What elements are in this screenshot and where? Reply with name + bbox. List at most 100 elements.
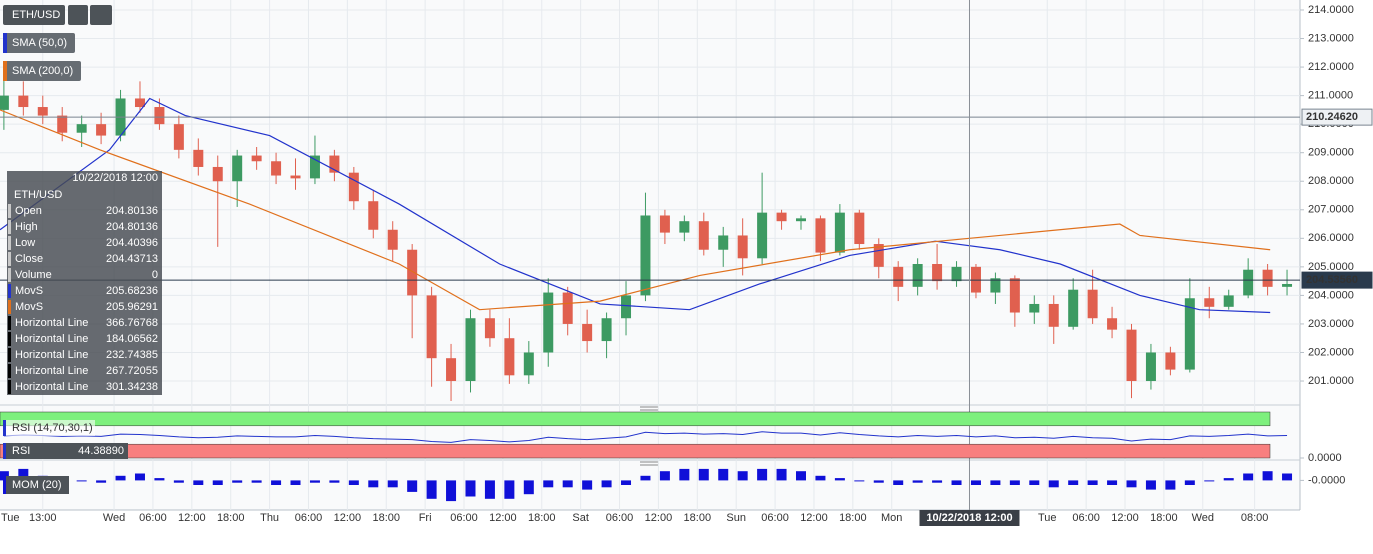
momentum-bar — [173, 480, 184, 483]
momentum-bar — [757, 468, 768, 481]
candle-body — [348, 172, 359, 202]
candle-body — [76, 124, 87, 133]
data-window-swatch — [8, 316, 11, 330]
candle-body — [96, 124, 107, 136]
momentum-bar — [446, 480, 457, 502]
data-window-value: 366.76768 — [106, 317, 158, 329]
oversold-band — [0, 443, 1271, 459]
momentum-bar — [912, 480, 923, 483]
candle-body — [173, 124, 184, 150]
momentum-bar — [134, 473, 145, 481]
momentum-bar — [1204, 480, 1215, 482]
candle-body — [1048, 303, 1059, 327]
refresh-button[interactable] — [68, 5, 88, 25]
candle-body — [1087, 289, 1098, 319]
candle-body — [990, 278, 1001, 293]
settings-button[interactable] — [90, 5, 112, 25]
momentum-bar — [970, 480, 981, 485]
data-window-label: MovS — [15, 285, 43, 297]
data-window-symbol: ETH/USD — [14, 189, 62, 201]
momentum-bar — [737, 471, 748, 481]
momentum-bar — [834, 478, 845, 481]
legend-text: RSI (14,70,30,1) — [12, 422, 93, 434]
candle-body — [193, 149, 204, 167]
y-tick-label: 211.0000 — [1308, 90, 1353, 102]
legend-swatch — [3, 61, 7, 81]
crosshair-label: 10/22/2018 12:00 — [926, 512, 1012, 524]
candle-body — [329, 155, 340, 173]
candle-body — [57, 115, 68, 133]
data-window-swatch — [8, 348, 11, 362]
x-tick-label: 18:00 — [839, 512, 867, 524]
legend-value: 44.38890 — [78, 445, 124, 457]
momentum-bar — [951, 480, 962, 485]
momentum-bar — [115, 475, 126, 481]
crosshair-label-box — [919, 510, 1020, 526]
momentum-bar — [1145, 480, 1156, 490]
x-tick-label: 12:00 — [645, 512, 673, 524]
candle-body — [815, 218, 826, 253]
momentum-bar — [271, 480, 282, 485]
legend-tag[interactable] — [3, 420, 95, 436]
momentum-bar — [76, 480, 87, 482]
price-label: 204.53560 — [1306, 274, 1358, 286]
x-tick-label: 06:00 — [450, 512, 478, 524]
legend-tag[interactable] — [3, 443, 128, 459]
candle-body — [368, 201, 379, 230]
y-tick-label: 207.0000 — [1308, 204, 1354, 216]
data-window-label: Horizontal Line — [15, 365, 88, 377]
candle-body — [718, 235, 729, 250]
legend-tag[interactable] — [3, 476, 69, 494]
momentum-bar — [1282, 473, 1293, 481]
x-tick-label: Tue — [1038, 512, 1057, 524]
momentum-bar — [990, 480, 1001, 485]
data-window-label: Horizontal Line — [15, 381, 88, 393]
momentum-bar — [1184, 480, 1195, 485]
data-window-header: 10/22/2018 12:00 — [72, 172, 158, 184]
candle-body — [737, 235, 748, 259]
data-window-swatch — [8, 220, 11, 234]
momentum-bar — [893, 480, 904, 485]
data-window-label: Horizontal Line — [15, 349, 88, 361]
candle-body — [407, 249, 418, 296]
overbought-band — [0, 411, 1271, 427]
legend-tag[interactable] — [3, 33, 75, 53]
legend-tag[interactable] — [3, 5, 65, 25]
candle-body — [543, 292, 554, 353]
x-tick-label: Fri — [419, 512, 432, 524]
candle-body — [834, 212, 845, 253]
candle-body — [1009, 278, 1020, 313]
candle-body — [290, 175, 301, 179]
momentum-bar — [854, 480, 865, 482]
momentum-bar — [368, 480, 379, 488]
legend-text: SMA (50,0) — [12, 37, 67, 49]
data-window-label: Horizontal Line — [15, 317, 88, 329]
candle-body — [1223, 295, 1234, 307]
momentum-bar — [212, 480, 223, 485]
x-tick-label: 12:00 — [1111, 512, 1139, 524]
panel-handle[interactable] — [640, 406, 658, 466]
momentum-bar — [1009, 480, 1020, 485]
candle-body — [465, 318, 476, 382]
momentum-bar — [523, 480, 534, 495]
x-tick-label: 06:00 — [139, 512, 167, 524]
x-tick-label: 12:00 — [800, 512, 828, 524]
y-tick-label: 0.0000 — [1308, 452, 1342, 464]
candle-body — [154, 107, 165, 125]
x-tick-label: 18:00 — [528, 512, 556, 524]
candle-body — [893, 266, 904, 287]
x-tick-label: 06:00 — [606, 512, 634, 524]
data-window-value: 0 — [152, 269, 158, 281]
x-tick-label: Wed — [1192, 512, 1214, 524]
candle-body — [795, 218, 806, 222]
legend-text: ETH/USD — [12, 9, 60, 21]
legend-tag[interactable] — [3, 61, 81, 81]
x-tick-label: Sat — [572, 512, 589, 524]
candle-body — [776, 212, 787, 222]
candle-body — [504, 338, 515, 376]
momentum-bar — [543, 480, 554, 488]
price-label-box — [1301, 271, 1373, 289]
momentum-bar — [426, 480, 437, 499]
momentum-bar — [1126, 480, 1137, 488]
